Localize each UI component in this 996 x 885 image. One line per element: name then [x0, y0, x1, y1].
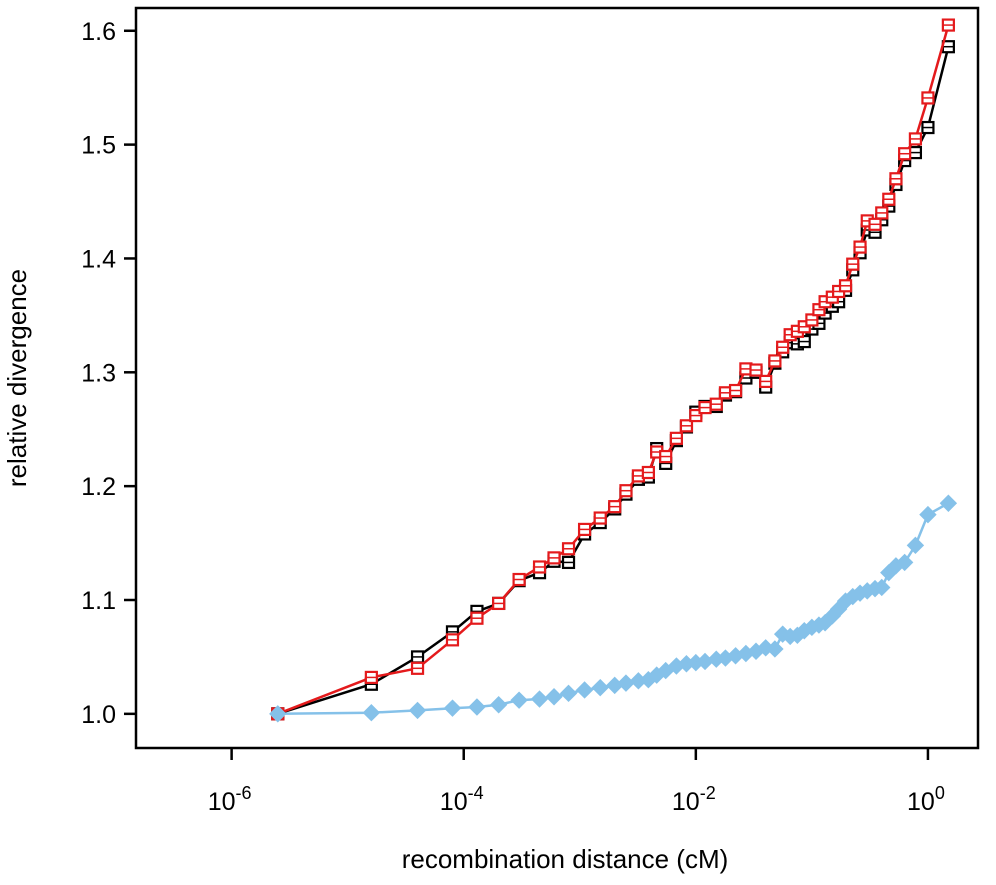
data-point — [364, 670, 378, 685]
data-point — [766, 640, 784, 658]
data-point — [868, 217, 882, 231]
data-point — [410, 661, 425, 675]
data-point — [559, 684, 578, 703]
data-point — [921, 91, 935, 105]
data-point — [889, 172, 903, 186]
data-point — [577, 522, 592, 537]
data-point — [797, 334, 811, 349]
data-point — [759, 374, 773, 389]
data-point — [689, 408, 703, 423]
data-point — [547, 551, 561, 565]
data-point — [591, 678, 609, 697]
x-tick-label-base: 10 — [672, 788, 700, 816]
plot-content — [269, 18, 958, 723]
y-tick-label: 1.5 — [81, 132, 116, 160]
data-point — [728, 383, 743, 398]
data-point — [908, 145, 923, 160]
data-point — [906, 536, 925, 555]
data-point — [768, 354, 782, 368]
data-point — [679, 419, 694, 433]
data-point — [805, 313, 819, 327]
data-point — [698, 401, 712, 415]
y-tick-label: 1.1 — [81, 587, 116, 615]
data-point — [882, 192, 896, 206]
data-point — [873, 578, 891, 597]
plot-area-background — [136, 8, 978, 748]
data-point — [593, 511, 607, 525]
data-point — [468, 698, 486, 716]
x-tick-label: 100 — [907, 783, 945, 816]
data-point — [269, 705, 287, 723]
x-tick-label-exponent: 0 — [935, 783, 945, 803]
data-point — [545, 688, 563, 706]
x-tick-label-base: 10 — [440, 788, 468, 816]
x-tick-label: 10-6 — [208, 783, 252, 816]
data-point — [939, 494, 958, 512]
data-point — [445, 633, 460, 647]
data-point — [492, 596, 506, 611]
y-axis: 1.0 1.1 1.2 1.3 1.4 1.5 1.6 — [81, 18, 136, 729]
data-point — [846, 257, 860, 271]
data-point — [921, 120, 935, 135]
data-point — [489, 696, 508, 714]
x-tick-label-exponent: -6 — [236, 783, 252, 803]
data-point — [941, 18, 955, 32]
x-axis-title: recombination distance (cM) — [402, 844, 729, 874]
x-tick-label-exponent: -2 — [700, 783, 716, 803]
data-point — [895, 553, 914, 572]
y-axis-title: relative divergence — [2, 269, 32, 487]
data-point — [919, 505, 937, 524]
x-tick-label: 10-4 — [440, 783, 484, 816]
x-tick-label-exponent: -4 — [468, 783, 484, 803]
y-tick-label: 1.4 — [81, 245, 116, 273]
data-point — [561, 542, 576, 556]
data-point — [641, 465, 655, 480]
data-point — [659, 449, 673, 464]
y-tick-label: 1.3 — [81, 359, 116, 387]
series-2 — [269, 494, 958, 723]
data-point — [838, 279, 853, 293]
x-tick-label: 10-2 — [672, 783, 716, 816]
data-point — [797, 320, 811, 334]
data-point — [561, 555, 576, 570]
y-tick-label: 1.0 — [81, 701, 116, 729]
data-point — [608, 500, 622, 514]
data-point — [875, 206, 889, 220]
y-tick-label: 1.6 — [81, 18, 116, 46]
data-point — [512, 572, 526, 587]
x-axis: 10-6 10-4 10-2 100 — [208, 748, 945, 816]
data-point — [443, 699, 462, 717]
data-point — [898, 147, 912, 161]
x-tick-label-base: 10 — [907, 788, 935, 816]
data-point — [530, 690, 549, 708]
data-point — [776, 340, 790, 354]
data-point — [709, 397, 723, 411]
data-point — [908, 132, 923, 146]
x-tick-label-base: 10 — [208, 788, 236, 816]
data-point — [619, 484, 633, 498]
data-point — [575, 681, 594, 699]
data-point — [669, 431, 683, 445]
data-point — [362, 704, 381, 722]
y-tick-label: 1.2 — [81, 473, 116, 501]
data-point — [408, 701, 427, 720]
data-point — [532, 560, 547, 574]
data-point — [410, 650, 425, 664]
data-point — [749, 363, 763, 377]
data-point — [470, 611, 484, 625]
data-point — [853, 240, 867, 254]
data-point — [510, 691, 528, 709]
plot-frame — [134, 6, 980, 750]
